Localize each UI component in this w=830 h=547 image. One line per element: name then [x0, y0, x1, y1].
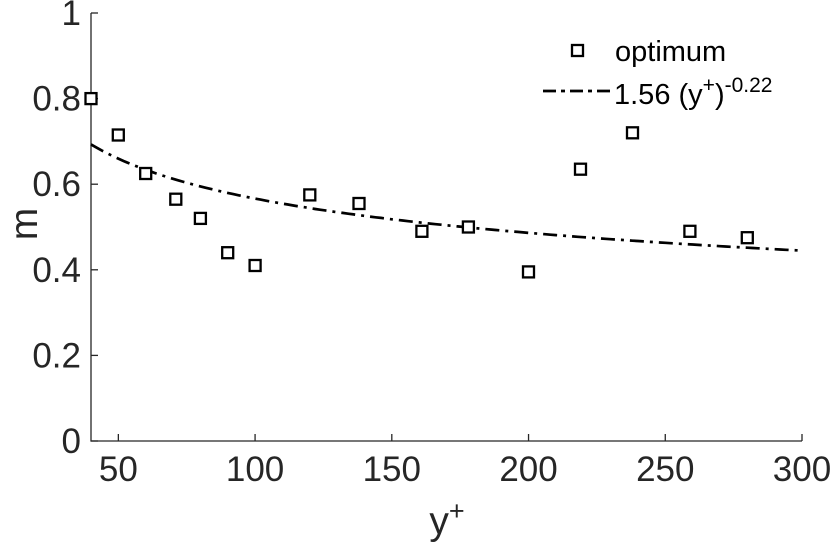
- scatter-points: [84, 91, 754, 279]
- fit-line: [90, 143, 803, 252]
- data-point-square: [221, 246, 235, 260]
- data-point-square: [415, 224, 429, 238]
- data-point-square: [169, 192, 183, 206]
- legend-marker-square: [570, 43, 585, 58]
- data-point-square: [461, 220, 476, 234]
- y-tick-label: 0.8: [32, 80, 81, 119]
- data-point-square: [303, 188, 317, 202]
- data-point-square: [84, 91, 98, 106]
- y-tick-label: 0.6: [32, 165, 81, 204]
- data-point-square: [139, 166, 153, 181]
- data-point-square: [111, 128, 125, 142]
- x-axis-label: y+: [429, 496, 464, 543]
- y-tick-label: 0: [62, 422, 81, 461]
- y-axis-label: m: [3, 208, 46, 241]
- x-tick-label: 300: [773, 450, 830, 489]
- data-point-square: [193, 211, 208, 226]
- x-tick-label: 100: [226, 450, 284, 489]
- fit-curve: [90, 143, 803, 252]
- y-tick-label: 1: [62, 0, 81, 33]
- legend-label-fit: 1.56 (y+)-0.22: [614, 74, 772, 111]
- x-tick-label: 200: [499, 450, 557, 489]
- data-point-square: [521, 265, 536, 279]
- data-point-square: [352, 196, 366, 211]
- x-tick-label: 50: [99, 450, 138, 489]
- axes: 50 100 150 200 250 300 0 0.2 0.4 0.6 0.8 1: [32, 0, 830, 489]
- data-point-square: [740, 231, 754, 245]
- x-tick-label: 250: [636, 450, 694, 489]
- legend-label-optimum: optimum: [615, 36, 726, 68]
- data-point-square: [573, 162, 588, 176]
- legend: optimum 1.56 (y+)-0.22: [543, 36, 772, 111]
- y-tick-label: 0.4: [32, 251, 81, 290]
- data-point-square: [625, 126, 640, 140]
- x-tick-label: 150: [363, 450, 421, 489]
- y-tick-label: 0.2: [32, 336, 81, 375]
- data-point-square: [248, 258, 262, 273]
- data-point-square: [683, 224, 697, 238]
